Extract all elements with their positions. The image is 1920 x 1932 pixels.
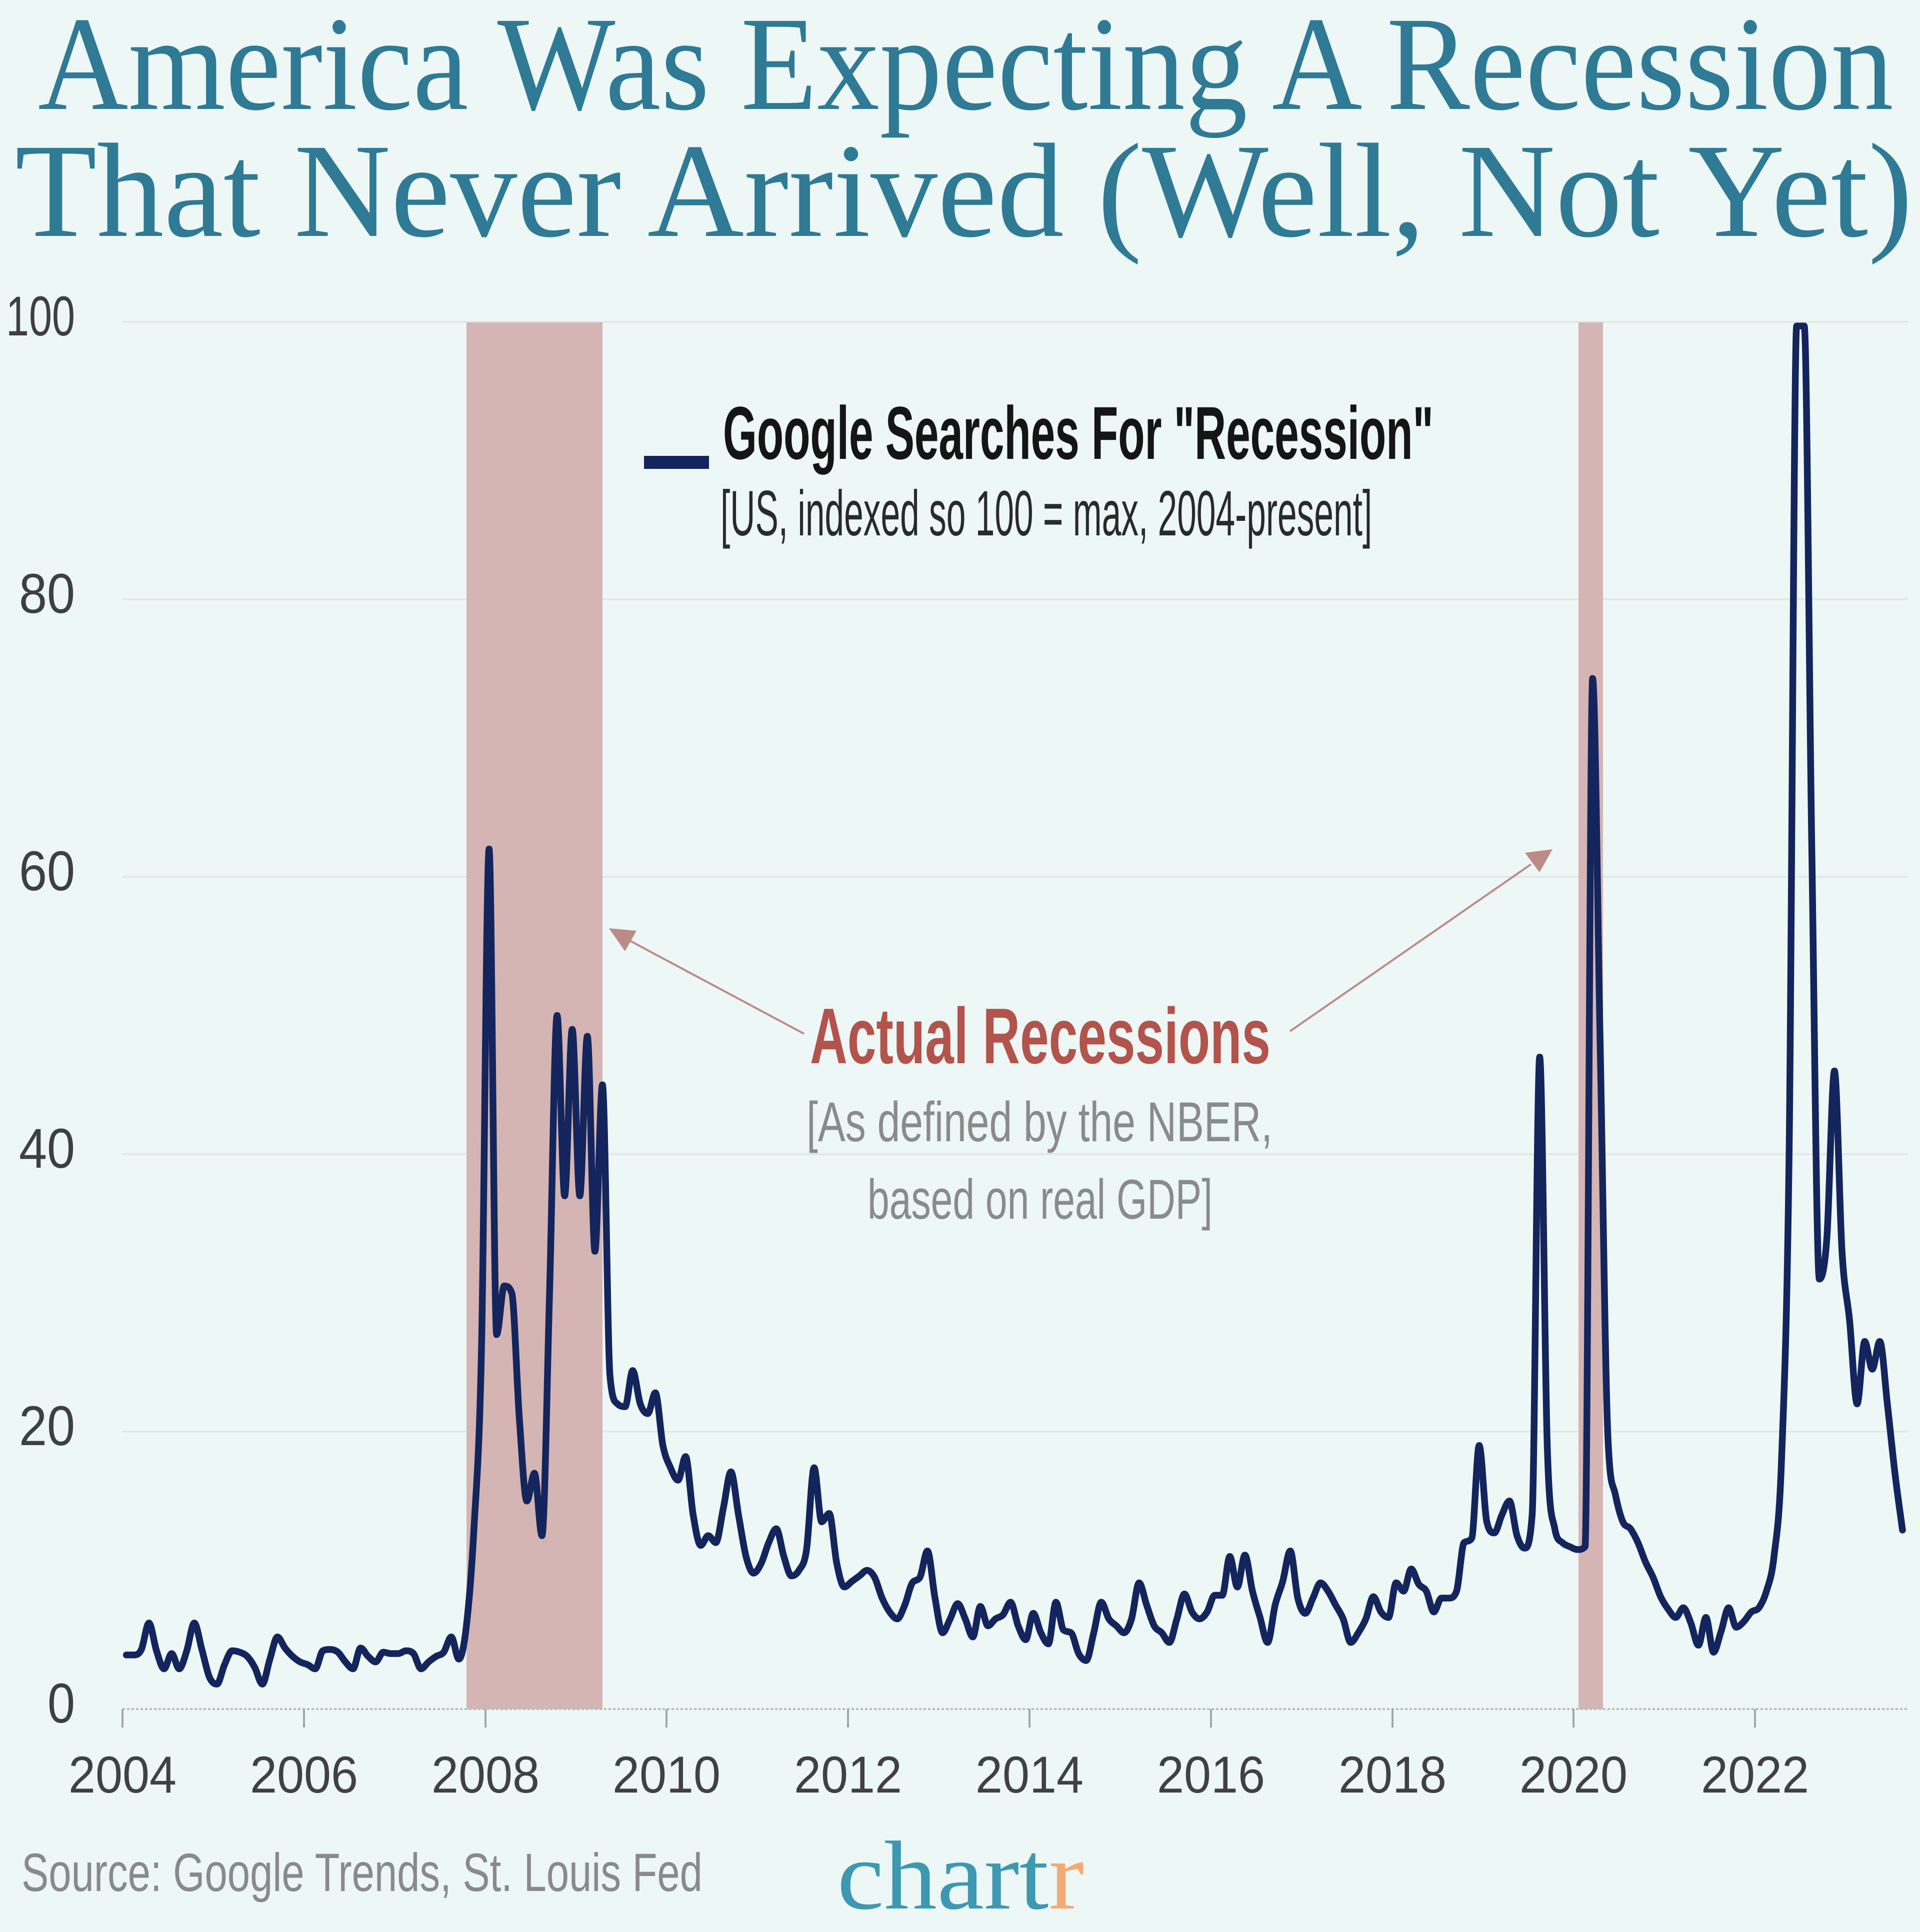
svg-text:2010: 2010 [612,1746,720,1804]
svg-text:2006: 2006 [250,1746,358,1804]
svg-text:2016: 2016 [1157,1746,1265,1804]
svg-text:80: 80 [19,562,75,625]
svg-text:40: 40 [19,1117,75,1180]
svg-text:20: 20 [19,1395,75,1457]
svg-text:2014: 2014 [976,1746,1084,1804]
svg-text:2022: 2022 [1701,1746,1809,1804]
svg-text:2012: 2012 [794,1746,902,1804]
svg-text:2004: 2004 [68,1746,176,1804]
svg-text:0: 0 [48,1672,75,1735]
svg-text:100: 100 [6,285,75,347]
svg-text:60: 60 [19,840,75,902]
svg-text:2018: 2018 [1338,1746,1446,1804]
svg-text:2008: 2008 [432,1746,540,1804]
svg-text:2020: 2020 [1520,1746,1628,1804]
